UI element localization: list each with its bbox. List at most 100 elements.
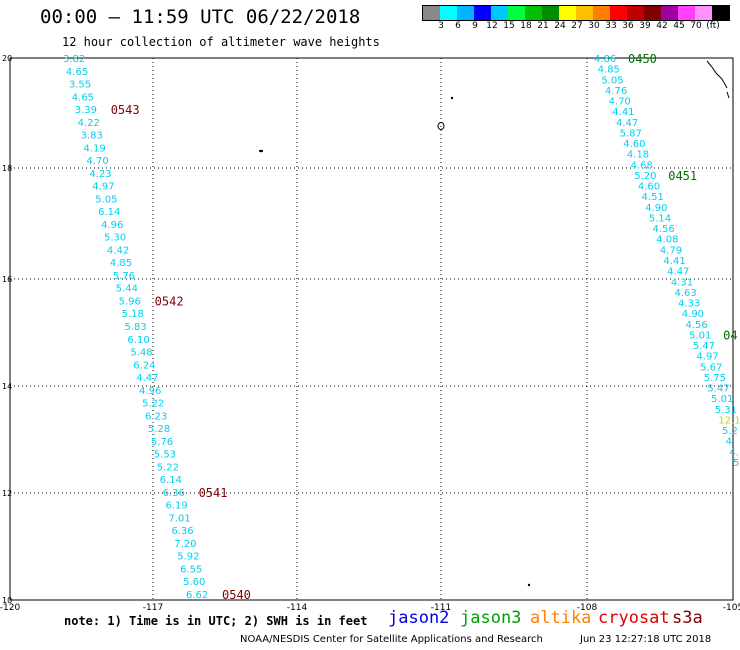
colorbar-label: (ft)	[706, 21, 720, 31]
colorbar-swatch	[457, 6, 474, 20]
wave-height-value: 4.97	[92, 182, 114, 193]
colorbar-label: 45	[673, 21, 685, 31]
colorbar-swatch	[474, 6, 491, 20]
wave-height-value: 4.63	[674, 288, 696, 299]
wave-height-value: 4.51	[642, 192, 664, 203]
wave-height-value: 4.90	[645, 203, 667, 214]
pass-time-label: 0540	[222, 588, 251, 602]
wave-height-value: 5.83	[125, 322, 147, 333]
wave-height-value: 5.01	[689, 330, 711, 341]
wave-height-value: 5.28	[148, 424, 170, 435]
colorbar-label: 18	[520, 21, 532, 31]
wave-height-value: 5.22	[142, 399, 164, 410]
wave-height-value: 5.96	[119, 296, 141, 307]
wave-height-value: 5.22	[157, 462, 179, 473]
wave-height-value: 5.	[733, 458, 740, 469]
wave-height-value: 5.87	[620, 128, 642, 139]
colorbar-label: 27	[571, 21, 583, 31]
wave-height-value: 3.83	[81, 131, 103, 142]
wave-height-value: 5.92	[177, 552, 199, 563]
wave-height-value: 4.47	[667, 267, 689, 278]
satellite-legend-entry: s3a	[672, 608, 703, 628]
wave-height-value: 4.08	[656, 235, 678, 246]
wave-height-value: 4.65	[72, 92, 94, 103]
wave-height-value: 7.20	[174, 539, 196, 550]
colorbar-label: 70	[690, 21, 702, 31]
wave-height-value: 4.	[726, 437, 736, 448]
latitude-tick-label: 16	[2, 275, 12, 284]
wave-height-value: 4.22	[78, 118, 100, 129]
colorbar-label: 39	[639, 21, 651, 31]
wave-height-value: 4.70	[609, 97, 631, 108]
wave-height-value: 5.47	[707, 384, 729, 395]
wave-height-value: 4.47	[136, 373, 158, 384]
coastline	[726, 91, 730, 99]
pass-time-label: 0543	[111, 103, 140, 117]
colorbar-swatch	[695, 6, 712, 20]
wave-height-value: 4.60	[623, 139, 645, 150]
colorbar-label: 42	[656, 21, 668, 31]
pass-time-label: 0541	[199, 486, 228, 500]
colorbar-swatch	[627, 6, 644, 20]
wave-height-value: 5.2	[722, 426, 738, 437]
colorbar-swatch	[712, 6, 729, 20]
timestamp-text: Jun 23 12:27:18 UTC 2018	[580, 634, 712, 645]
coastline	[706, 60, 728, 89]
latitude-tick-label: 14	[2, 382, 12, 391]
wave-height-value: 4.90	[682, 309, 704, 320]
longitude-tick-label: -120	[0, 603, 20, 613]
latitude-tick-label: 10	[2, 596, 12, 605]
wave-height-value: 4.79	[660, 245, 682, 256]
wave-height-value: 4.41	[664, 256, 686, 267]
wave-height-value: 5.75	[704, 373, 726, 384]
wave-height-value: 4.86	[594, 54, 616, 65]
longitude-tick-label: -111	[431, 603, 451, 613]
satellite-legend-entry: jason2	[388, 608, 450, 628]
map-frame	[9, 57, 734, 601]
wave-height-value: 5.14	[649, 213, 671, 224]
wave-height-value: 4.56	[685, 320, 707, 331]
colorbar-swatch	[508, 6, 525, 20]
wave-height-value: 5.20	[634, 171, 656, 182]
map-subtitle: 12 hour collection of altimeter wave hei…	[62, 35, 380, 49]
latitude-tick-label: 18	[2, 164, 12, 173]
wave-height-value: 3.39	[75, 105, 97, 116]
colorbar-swatch	[593, 6, 610, 20]
colorbar-swatch	[542, 6, 559, 20]
wave-height-value: 4.65	[66, 67, 88, 78]
colorbar-swatch	[661, 6, 678, 20]
wave-height-value: 4.97	[696, 352, 718, 363]
wave-height-value: 5.05	[95, 194, 117, 205]
longitude-tick-label: -108	[577, 603, 598, 613]
wave-height-value: 4.	[729, 447, 739, 458]
island	[450, 96, 454, 100]
colorbar-swatch	[491, 6, 508, 20]
wave-height-value: 4.41	[612, 107, 634, 118]
credit-text: NOAA/NESDIS Center for Satellite Applica…	[240, 634, 543, 645]
colorbar-label: 30	[588, 21, 600, 31]
wave-height-value: 4.19	[84, 143, 106, 154]
wave-height-value: 6.10	[127, 335, 149, 346]
wave-height-value: 12.1	[718, 415, 740, 426]
wave-height-value: 5.01	[711, 394, 733, 405]
island	[259, 149, 263, 153]
satellite-legend-entry: cryosat	[598, 608, 670, 628]
wave-height-value: 4.96	[101, 220, 123, 231]
wave-height-value: 6.62	[186, 590, 208, 601]
wave-height-value: 7.01	[168, 513, 190, 524]
wave-height-value: 5.30	[104, 233, 126, 244]
wave-height-value: 4.33	[678, 299, 700, 310]
colorbar-label: 36	[622, 21, 634, 31]
wave-height-value: 5.44	[116, 284, 138, 295]
colorbar-swatch	[576, 6, 593, 20]
wave-height-value: 6.23	[145, 411, 167, 422]
wave-height-value: 4.96	[139, 386, 161, 397]
colorbar-swatch	[423, 6, 440, 20]
longitude-tick-label: -114	[287, 603, 308, 613]
colorbar-label: 3	[438, 21, 444, 31]
wave-height-value: 3.55	[69, 80, 91, 91]
wave-height-value: 5.53	[154, 450, 176, 461]
colorbar-swatch	[440, 6, 457, 20]
